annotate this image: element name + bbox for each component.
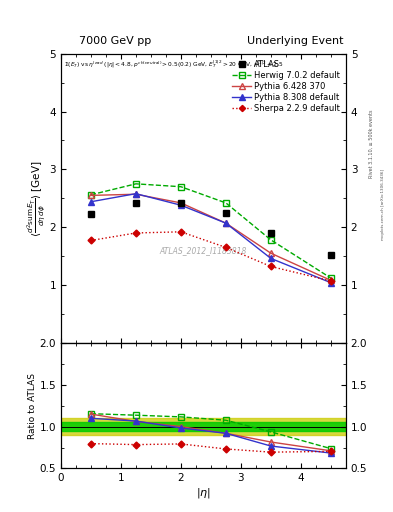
Line: Sherpa 2.2.9 default: Sherpa 2.2.9 default — [88, 229, 333, 283]
Bar — [61, 422, 346, 431]
ATLAS — [88, 211, 93, 218]
Pythia 6.428 370 — [329, 278, 333, 284]
ATLAS — [224, 210, 228, 216]
Herwig 7.0.2 default — [178, 184, 183, 190]
Text: $\Sigma(E_T)$ vs $\eta^{lead}$ ($|\eta| < 4.8$, $p^{ch(neutral)} > 0.5(0.2)$ GeV: $\Sigma(E_T)$ vs $\eta^{lead}$ ($|\eta| … — [64, 58, 283, 70]
Text: ATLAS_2012_I1183818: ATLAS_2012_I1183818 — [160, 246, 247, 255]
Pythia 8.308 default — [88, 199, 93, 205]
Herwig 7.0.2 default — [88, 191, 93, 198]
Herwig 7.0.2 default — [224, 200, 228, 206]
Sherpa 2.2.9 default — [88, 238, 93, 244]
Line: Pythia 6.428 370: Pythia 6.428 370 — [88, 191, 334, 284]
Legend: ATLAS, Herwig 7.0.2 default, Pythia 6.428 370, Pythia 8.308 default, Sherpa 2.2.: ATLAS, Herwig 7.0.2 default, Pythia 6.42… — [231, 58, 342, 115]
Pythia 6.428 370 — [268, 250, 273, 257]
Line: Herwig 7.0.2 default: Herwig 7.0.2 default — [88, 181, 334, 281]
ATLAS — [178, 200, 183, 206]
Sherpa 2.2.9 default — [268, 264, 273, 270]
Sherpa 2.2.9 default — [329, 278, 333, 284]
Sherpa 2.2.9 default — [224, 244, 228, 250]
Pythia 8.308 default — [224, 220, 228, 226]
Herwig 7.0.2 default — [329, 275, 333, 281]
Herwig 7.0.2 default — [134, 181, 138, 187]
ATLAS — [329, 252, 333, 258]
Text: Rivet 3.1.10, ≥ 500k events: Rivet 3.1.10, ≥ 500k events — [369, 109, 374, 178]
Pythia 8.308 default — [268, 255, 273, 262]
Line: ATLAS: ATLAS — [88, 200, 334, 258]
Herwig 7.0.2 default — [268, 237, 273, 243]
Pythia 6.428 370 — [134, 191, 138, 197]
Text: mcplots.cern.ch [arXiv:1306.3436]: mcplots.cern.ch [arXiv:1306.3436] — [381, 169, 385, 240]
Y-axis label: $\langle\frac{d^2\mathrm{sum}\,E_T}{d\eta\,d\phi}\rangle$ [GeV]: $\langle\frac{d^2\mathrm{sum}\,E_T}{d\et… — [25, 160, 47, 237]
ATLAS — [268, 230, 273, 236]
Bar — [61, 418, 346, 435]
Text: Underlying Event: Underlying Event — [247, 36, 344, 46]
Pythia 8.308 default — [134, 190, 138, 197]
Y-axis label: Ratio to ATLAS: Ratio to ATLAS — [28, 373, 37, 439]
X-axis label: $|\eta|$: $|\eta|$ — [196, 486, 211, 500]
Pythia 8.308 default — [329, 280, 333, 286]
Sherpa 2.2.9 default — [134, 230, 138, 236]
Pythia 8.308 default — [178, 202, 183, 208]
Line: Pythia 8.308 default: Pythia 8.308 default — [88, 190, 334, 286]
Pythia 6.428 370 — [224, 220, 228, 226]
Pythia 6.428 370 — [178, 200, 183, 206]
Text: 7000 GeV pp: 7000 GeV pp — [79, 36, 151, 46]
Sherpa 2.2.9 default — [178, 229, 183, 235]
ATLAS — [134, 200, 138, 206]
Pythia 6.428 370 — [88, 193, 93, 199]
